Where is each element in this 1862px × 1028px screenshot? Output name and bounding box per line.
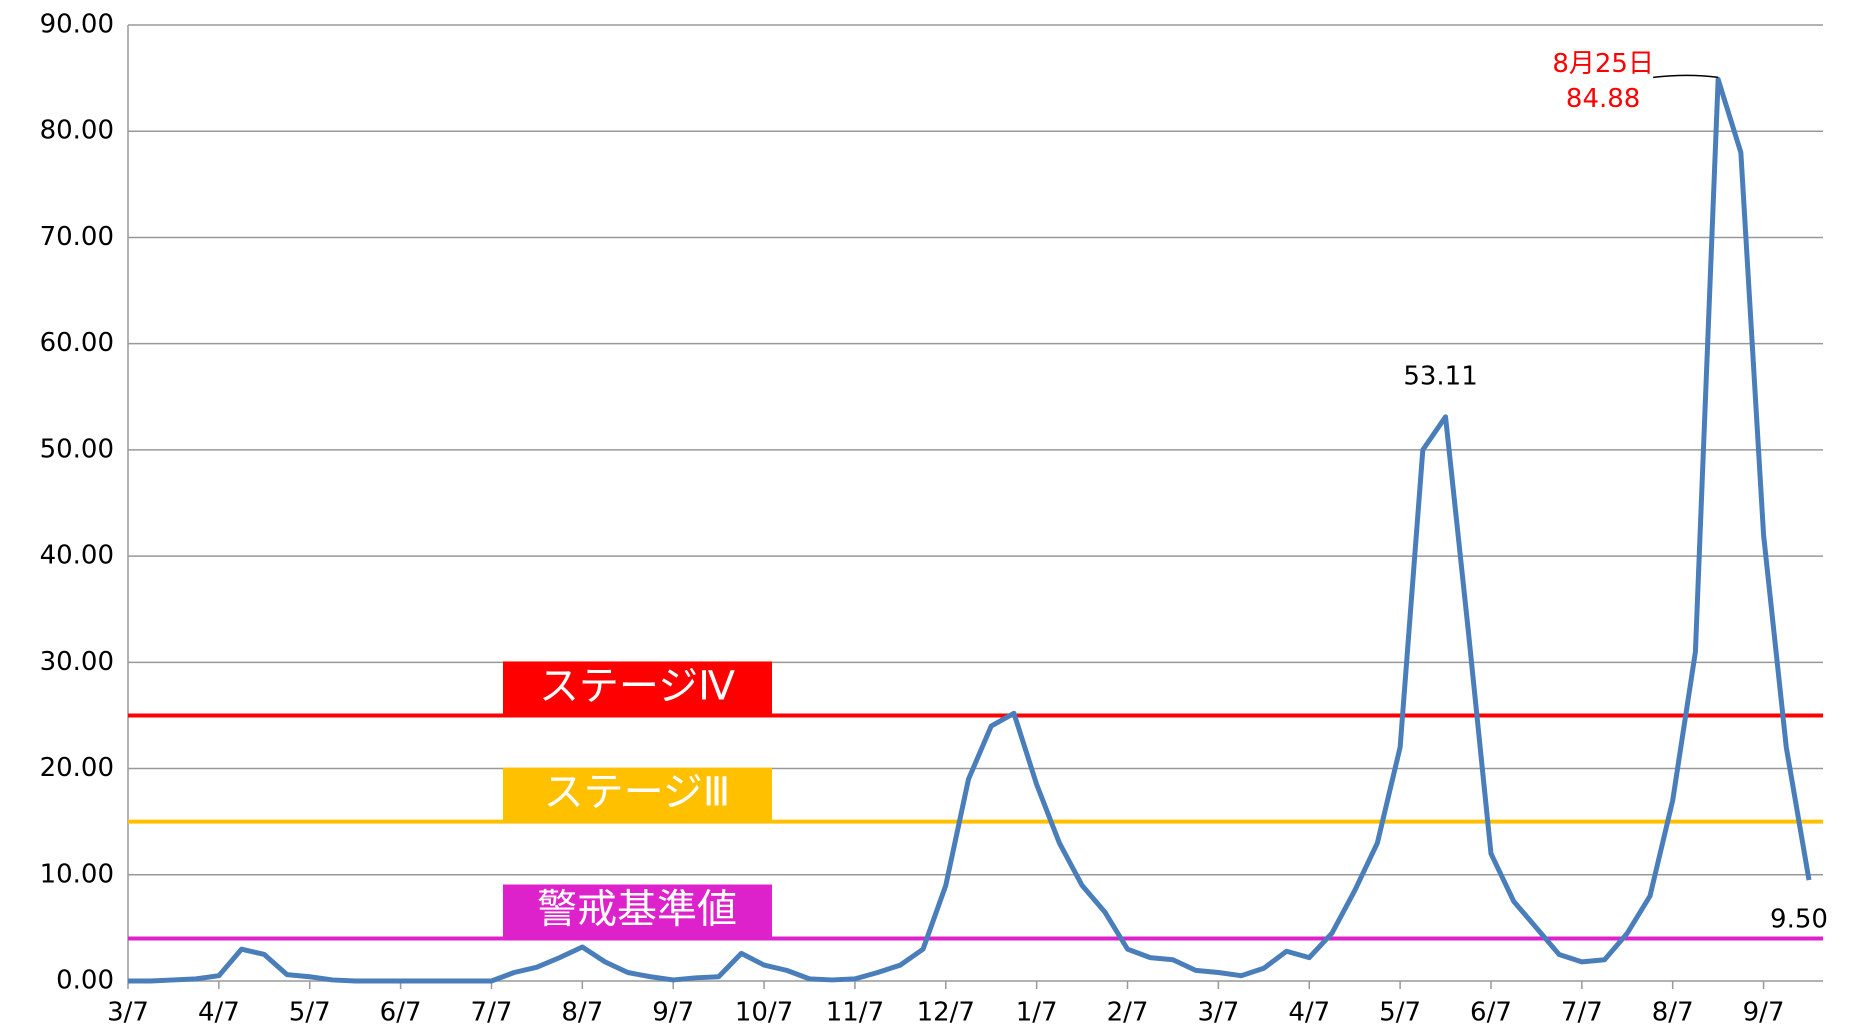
x-tick-label: 10/7 bbox=[735, 998, 793, 1028]
y-tick-label: 70.00 bbox=[40, 222, 114, 252]
y-tick-label: 20.00 bbox=[40, 753, 114, 783]
value-label: 53.11 bbox=[1403, 361, 1477, 391]
threshold-label: ステージⅢ bbox=[544, 770, 731, 816]
y-tick-label: 50.00 bbox=[40, 434, 114, 464]
x-tick-label: 1/7 bbox=[1016, 998, 1058, 1028]
threshold-label: 警戒基準値 bbox=[537, 887, 737, 933]
threshold-label: ステージⅣ bbox=[539, 663, 735, 709]
x-tick-label: 8/7 bbox=[561, 998, 603, 1028]
x-tick-label: 8/7 bbox=[1652, 998, 1694, 1028]
threshold-box bbox=[503, 884, 772, 939]
x-tick-label: 9/7 bbox=[1743, 998, 1785, 1028]
x-tick-label: 4/7 bbox=[1288, 998, 1330, 1028]
threshold-box bbox=[503, 767, 772, 822]
y-tick-label: 0.00 bbox=[56, 966, 114, 996]
leader bbox=[1653, 74, 1719, 79]
value-label: 9.50 bbox=[1770, 905, 1828, 935]
y-tick-label: 10.00 bbox=[40, 859, 114, 889]
x-tick-label: 6/7 bbox=[380, 998, 422, 1028]
y-tick-label: 30.00 bbox=[40, 647, 114, 677]
x-tick-label: 12/7 bbox=[917, 998, 975, 1028]
y-tick-label: 90.00 bbox=[40, 10, 114, 40]
x-tick-label: 9/7 bbox=[652, 998, 694, 1028]
x-tick-label: 3/7 bbox=[107, 998, 149, 1028]
y-tick-label: 60.00 bbox=[40, 328, 114, 358]
threshold-box bbox=[503, 661, 772, 716]
value-label: 84.88 bbox=[1566, 84, 1640, 114]
x-tick-label: 5/7 bbox=[289, 998, 331, 1028]
x-tick-label: 6/7 bbox=[1470, 998, 1512, 1028]
x-tick-label: 4/7 bbox=[198, 998, 240, 1028]
annotation: 8月25日 bbox=[1552, 49, 1654, 79]
y-tick-label: 80.00 bbox=[40, 116, 114, 146]
x-tick-label: 2/7 bbox=[1107, 998, 1149, 1028]
x-tick-label: 7/7 bbox=[1561, 998, 1603, 1028]
x-tick-label: 5/7 bbox=[1379, 998, 1421, 1028]
x-tick-label: 7/7 bbox=[471, 998, 513, 1028]
y-tick-label: 40.00 bbox=[40, 541, 114, 571]
x-tick-label: 3/7 bbox=[1197, 998, 1239, 1028]
x-tick-label: 11/7 bbox=[826, 998, 884, 1028]
data-line bbox=[128, 76, 1812, 984]
